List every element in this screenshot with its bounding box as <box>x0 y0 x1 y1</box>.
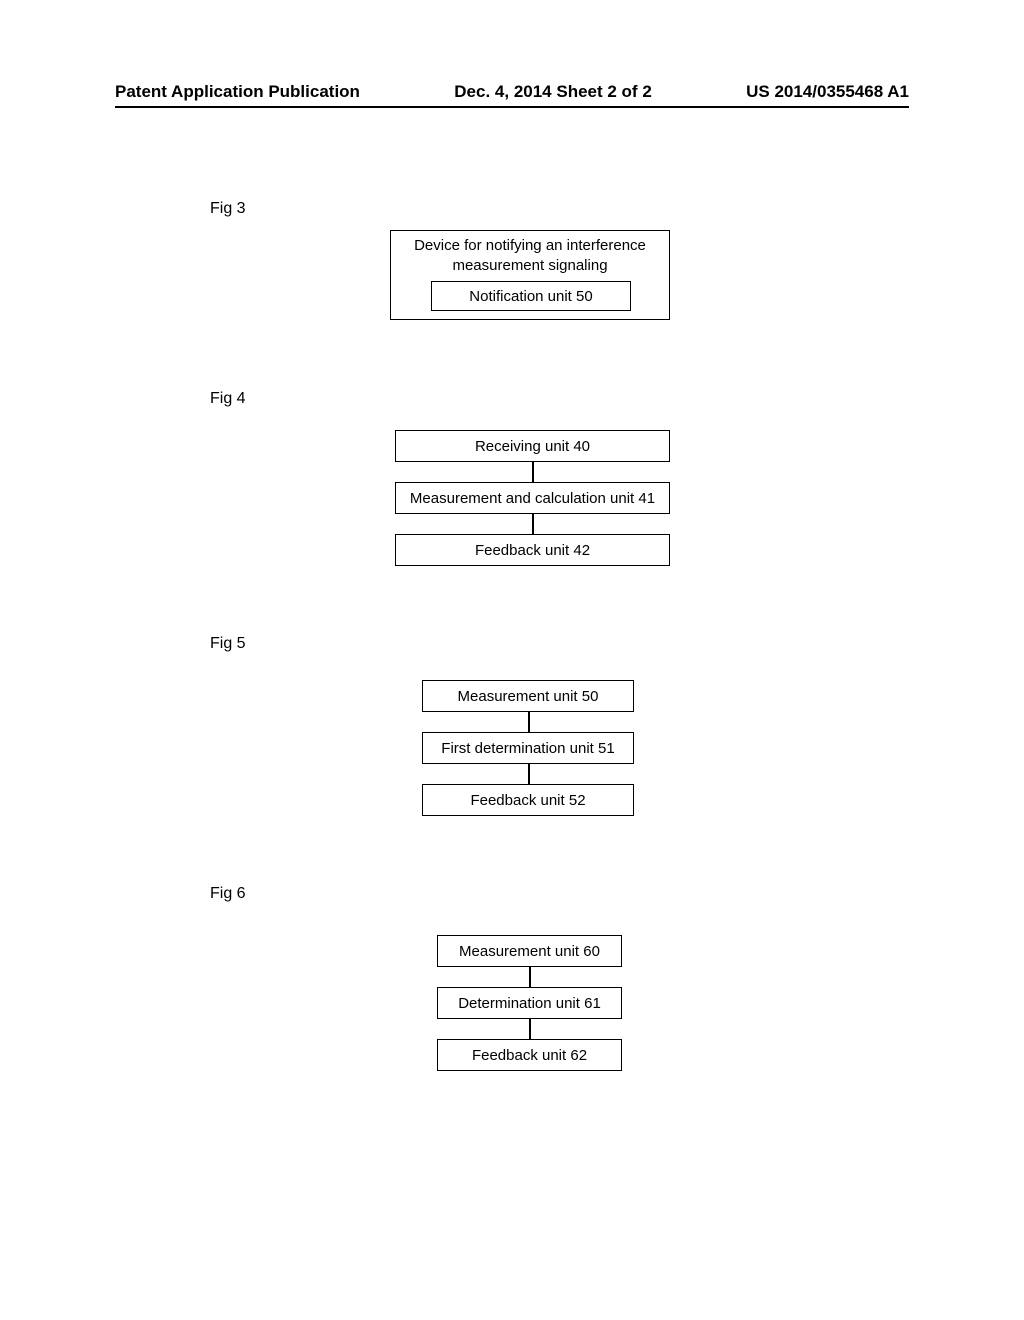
header-right: US 2014/0355468 A1 <box>746 82 909 102</box>
fig3-inner-box: Notification unit 50 <box>431 281 631 311</box>
fig6-box1: Measurement unit 60 <box>437 935 622 967</box>
fig5-connector1 <box>528 712 530 732</box>
fig4-label: Fig 4 <box>210 390 246 408</box>
fig4-box3: Feedback unit 42 <box>395 534 670 566</box>
fig6-connector2 <box>529 1019 531 1039</box>
fig4-box2: Measurement and calculation unit 41 <box>395 482 670 514</box>
header-left: Patent Application Publication <box>115 82 360 102</box>
fig6-box2: Determination unit 61 <box>437 987 622 1019</box>
fig4-connector1 <box>532 462 534 482</box>
fig6-box3: Feedback unit 62 <box>437 1039 622 1071</box>
fig5-box1: Measurement unit 50 <box>422 680 634 712</box>
fig4-connector2 <box>532 514 534 534</box>
fig5-box3: Feedback unit 52 <box>422 784 634 816</box>
fig5-label: Fig 5 <box>210 635 246 653</box>
fig5-box2: First determination unit 51 <box>422 732 634 764</box>
fig3-outer-box: Device for notifying an interference mea… <box>390 230 670 320</box>
fig3-label: Fig 3 <box>210 200 246 218</box>
fig6-connector1 <box>529 967 531 987</box>
header-center: Dec. 4, 2014 Sheet 2 of 2 <box>454 82 652 102</box>
fig4-box1: Receiving unit 40 <box>395 430 670 462</box>
page-header: Patent Application Publication Dec. 4, 2… <box>0 82 1024 102</box>
header-divider <box>115 106 909 108</box>
fig6-label: Fig 6 <box>210 885 246 903</box>
fig3-title: Device for notifying an interference mea… <box>391 236 669 275</box>
fig5-connector2 <box>528 764 530 784</box>
